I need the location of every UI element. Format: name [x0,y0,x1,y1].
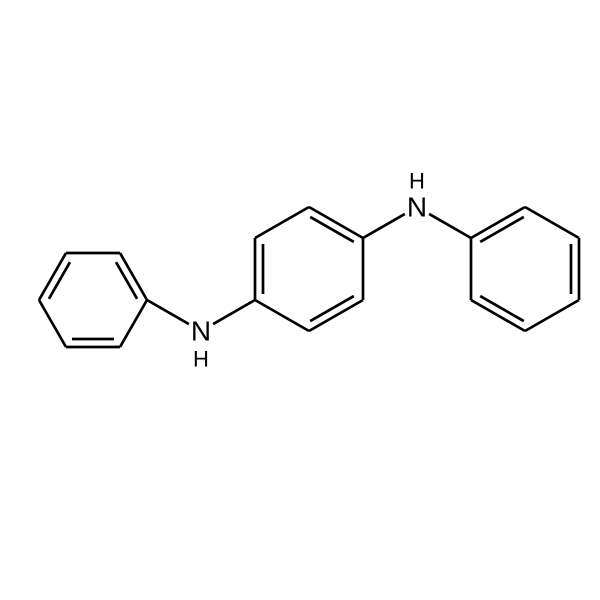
bond-line [429,214,471,238]
bond-line [213,300,255,324]
molecule-diagram: NHNH [0,0,600,600]
atom-label-h: H [409,169,425,194]
bond-line [309,207,363,238]
atom-label-n: N [191,316,211,347]
bond-line [116,262,137,299]
bond-line [120,300,147,347]
bond-line [255,207,309,238]
bond-line [471,207,525,238]
bond-line [309,300,363,331]
atom-label-h: H [193,347,209,372]
atom-label-n: N [407,192,427,223]
bond-line [525,300,579,331]
bond-line [255,300,309,331]
bond-line [525,207,579,238]
bond-line [39,300,66,347]
bond-line [363,214,405,238]
bond-line [49,262,70,299]
bond-line [147,300,189,324]
bond-line [471,300,525,331]
